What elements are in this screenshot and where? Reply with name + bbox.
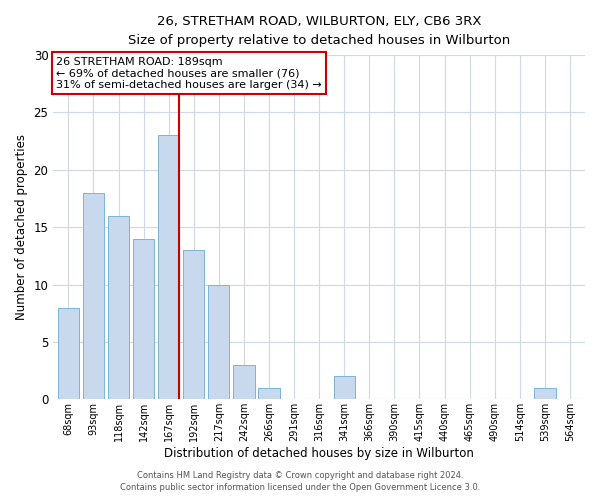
Bar [208,284,229,400]
Text: Contains HM Land Registry data © Crown copyright and database right 2024.
Contai: Contains HM Land Registry data © Crown c… [120,471,480,492]
Y-axis label: Number of detached properties: Number of detached properties [15,134,28,320]
Title: 26, STRETHAM ROAD, WILBURTON, ELY, CB6 3RX
Size of property relative to detached: 26, STRETHAM ROAD, WILBURTON, ELY, CB6 3… [128,15,510,47]
Bar [58,308,79,400]
Bar [534,388,556,400]
Bar [158,136,179,400]
Bar [183,250,205,400]
X-axis label: Distribution of detached houses by size in Wilburton: Distribution of detached houses by size … [164,447,474,460]
Bar [233,365,254,400]
Bar [108,216,129,400]
Bar [133,238,154,400]
Text: 26 STRETHAM ROAD: 189sqm
← 69% of detached houses are smaller (76)
31% of semi-d: 26 STRETHAM ROAD: 189sqm ← 69% of detach… [56,57,322,90]
Bar [83,193,104,400]
Bar [334,376,355,400]
Bar [259,388,280,400]
